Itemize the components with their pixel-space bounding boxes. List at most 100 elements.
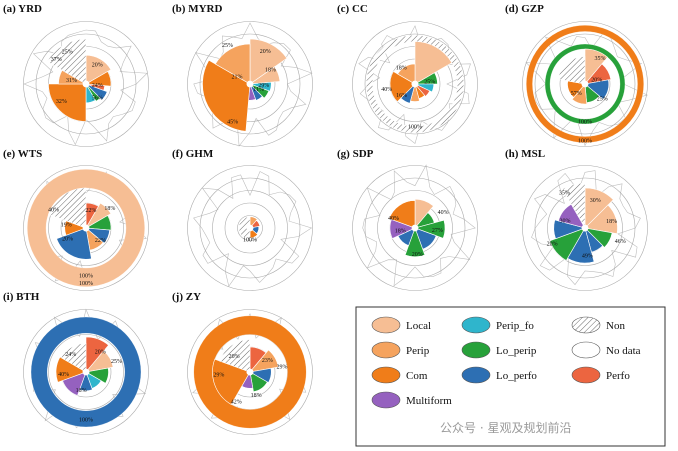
data-label: 49% — [582, 253, 593, 259]
panel-8: 30% 18% 46% 49% 20% 30% 35% (h) MSL — [505, 148, 648, 291]
data-label: 100% — [578, 138, 592, 144]
map-outline — [193, 171, 313, 287]
legend-item-lo-perfo: Lo_perfo — [461, 366, 537, 384]
sector-local — [414, 41, 453, 83]
sector-com — [48, 83, 87, 122]
data-label: 23% — [262, 358, 273, 364]
legend-label: No data — [606, 345, 641, 357]
data-label: 29% — [213, 373, 224, 379]
panel-5: 22% 18% 22% 100%100% 20% 40% 19% (e) WTS — [3, 148, 149, 291]
sector-local — [85, 54, 112, 83]
data-label: 25% — [62, 50, 73, 56]
panel-9: 20% 25% 18% 100% 40% 24% (i) BTH — [3, 291, 149, 435]
panel-7: 40% 27% 20% 40% 18% (g) SDP — [337, 148, 478, 291]
grid-ring — [352, 21, 478, 147]
data-label: 100% — [408, 125, 422, 131]
data-label: 25% — [424, 79, 435, 85]
sector-non — [238, 216, 251, 240]
data-label: 18% — [606, 219, 617, 225]
panel-6: 100% (f) GHM — [172, 148, 313, 291]
panel-title: (j) ZY — [172, 291, 201, 303]
data-label: 100% — [79, 274, 93, 280]
legend-label: Local — [406, 320, 431, 332]
data-label: 40% — [48, 207, 59, 213]
data-label: 22% — [95, 238, 106, 244]
data-label: 20% — [62, 237, 73, 243]
panel-title: (d) GZP — [505, 3, 544, 15]
data-label: 40% — [381, 87, 392, 93]
sector-local — [249, 38, 288, 83]
data-label: 20% — [260, 49, 271, 55]
data-label: 32% — [56, 99, 67, 105]
legend-swatch — [461, 316, 491, 334]
panel-title: (a) YRD — [3, 3, 42, 15]
sector-non — [46, 38, 87, 83]
data-label: 20% — [412, 252, 423, 258]
grid-ring — [377, 190, 453, 266]
ring-com — [193, 315, 307, 429]
panel-title: (i) BTH — [3, 291, 40, 303]
data-label: 42% — [231, 400, 242, 406]
grid-ring — [534, 177, 636, 279]
legend-item-lo-perip: Lo_perip — [461, 341, 537, 359]
grid-ring — [35, 33, 137, 135]
data-label: 100% — [578, 120, 592, 126]
data-label: 22% — [85, 208, 96, 214]
data-label: 24% — [92, 83, 103, 89]
legend-item-com: Com — [371, 366, 428, 384]
legend-swatch — [571, 316, 601, 334]
data-label: 16% — [396, 93, 407, 99]
data-label: 35% — [559, 190, 570, 196]
data-label: 18% — [395, 229, 406, 235]
data-label: 56% — [92, 95, 103, 101]
legend-frame — [355, 306, 666, 447]
map-outline — [193, 22, 313, 147]
data-label: 20% — [591, 78, 602, 84]
data-label: 20% — [229, 354, 240, 360]
legend-label: Perfo — [606, 370, 630, 382]
sector-com — [388, 200, 416, 228]
sector-perip — [214, 43, 251, 83]
panel-4: 35% 20% 25% 57% 100% 100% (d) GZP — [505, 3, 649, 147]
legend-item-no-data: No data — [571, 341, 641, 359]
grid-ring — [224, 202, 276, 254]
data-label: 30% — [560, 219, 571, 225]
panel-title: (c) CC — [337, 3, 368, 15]
legend: Local Perip_fo Non Perip Lo_perip No data Com L… — [355, 306, 666, 447]
legend-item-non: Non — [571, 316, 625, 334]
data-label: 100% — [79, 281, 93, 287]
legend-swatch — [461, 366, 491, 384]
data-label: 18% — [396, 66, 407, 72]
legend-swatch — [571, 366, 601, 384]
data-label: 24% — [65, 352, 76, 358]
grid-ring — [237, 215, 263, 241]
grid-ring — [199, 177, 301, 279]
panels: 20%24%56%32%31%37%25%(a) YRD20%18%29%11%… — [3, 3, 649, 435]
data-label: 40% — [58, 372, 69, 378]
data-label: 11% — [253, 87, 264, 93]
sector-lo-perip — [549, 228, 584, 261]
grid-ring — [364, 33, 466, 135]
legend-label: Com — [406, 370, 428, 382]
data-label: 40% — [438, 210, 449, 216]
sector-non — [219, 339, 251, 372]
sector-local — [586, 204, 618, 234]
data-label: 20% — [547, 241, 558, 247]
data-label: 45% — [227, 119, 238, 125]
data-label: 18% — [104, 206, 115, 212]
data-label: 29% — [277, 364, 288, 370]
data-label: 40% — [388, 216, 399, 222]
sector-non — [60, 342, 87, 371]
grid-ring — [534, 33, 636, 135]
ring-lo-perfo — [30, 316, 142, 428]
data-label: 37% — [51, 57, 62, 63]
panel-title: (h) MSL — [505, 148, 545, 160]
sector-non — [557, 56, 586, 84]
legend-item-multiform: Multiform — [371, 391, 452, 409]
data-label: 25% — [111, 359, 122, 365]
data-label: 19% — [61, 223, 72, 229]
data-label: 35% — [595, 56, 606, 62]
data-label: 25% — [597, 97, 608, 103]
data-label: 25% — [222, 43, 233, 49]
